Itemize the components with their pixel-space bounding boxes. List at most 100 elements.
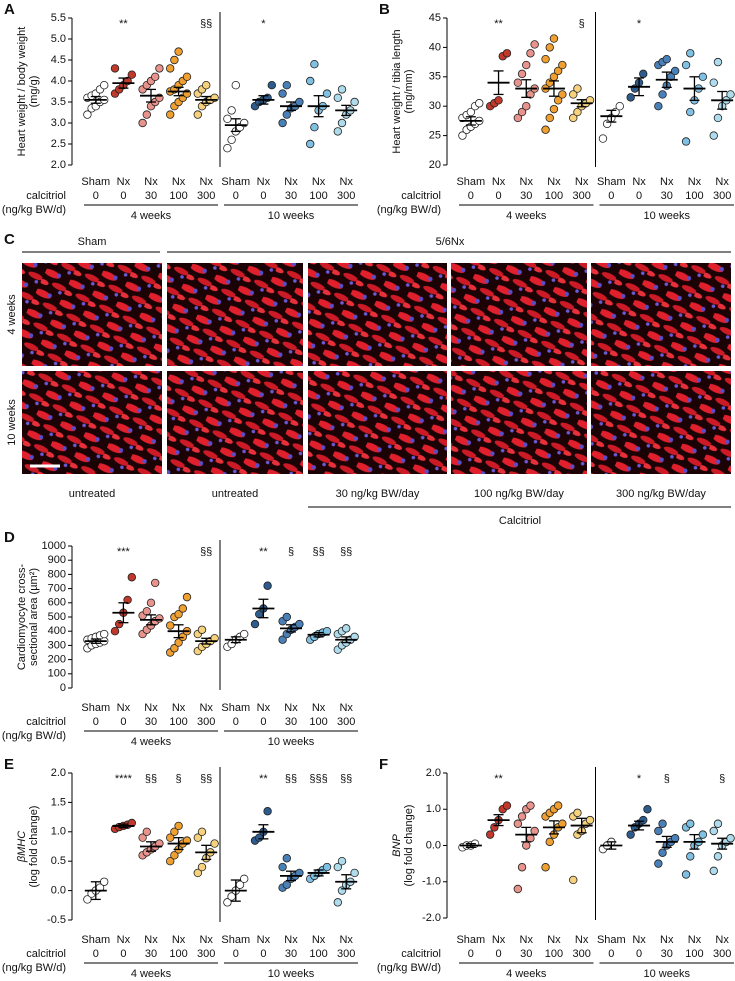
error-bar [286,870,296,882]
panel-letter: B [379,1,390,18]
significance: § [579,18,585,30]
x-tick-label: Sham [456,934,485,946]
error-bar [689,833,700,850]
data-point [197,625,207,634]
x-tick-label: Nx [144,702,158,714]
y-tick-label: 0.0 [426,839,441,851]
data-point [99,80,109,90]
panel-letter: E [4,756,14,773]
dose-label: 100 [169,190,187,202]
data-point [223,898,232,907]
y-tick-label: 5.5 [51,12,66,24]
y-tick-label: 300 [48,639,66,651]
error-bar [548,80,559,97]
x-tick-label: Nx [339,934,353,946]
data-point [615,101,624,111]
error-bar [493,70,504,96]
y-tick-label: 800 [48,568,66,580]
dose-label: 0 [93,190,99,202]
x-tick-label: Nx [312,702,326,714]
x-tick-label: Nx [117,934,131,946]
significance: * [261,18,266,30]
x-tick-label: Sham [81,702,110,714]
data-point [458,131,467,140]
data-point [142,607,151,616]
data-point [239,629,249,639]
dose-label: 300 [197,948,215,960]
x-tick-label: Nx [144,176,158,188]
data-point [494,96,503,105]
data-point [231,80,240,90]
dose-label: 0 [468,190,474,202]
week-label: 10 weeks [268,210,315,222]
error-bar [717,90,728,110]
x-tick-label: Sham [81,934,110,946]
x-tick-label: Nx [575,176,589,188]
error-bar [521,79,532,99]
data-point [726,834,735,843]
error-bar [576,817,587,834]
x-tick-label: Nx [312,934,326,946]
y-tick-label: 20 [429,159,441,171]
data-point [490,823,499,832]
significance: §§ [145,773,157,785]
data-point [193,868,202,878]
data-point [127,573,136,582]
data-point [526,801,535,810]
dose-label: 30 [285,948,297,960]
significance: §§ [340,773,352,785]
data-point [337,85,347,94]
dose-label: 30 [520,948,532,960]
error-bar [548,820,559,835]
data-point [278,635,287,644]
micrograph-image [167,263,303,366]
data-point [110,627,120,636]
data-point [83,110,92,119]
y-tick-label: 30 [429,100,441,112]
data-point [142,110,151,119]
data-point [165,857,175,866]
dose-label: 0 [468,948,474,960]
data-point [333,862,342,872]
dose-label: 300 [197,716,215,728]
dose-label: 100 [169,716,187,728]
y-tick-label: 2.0 [51,159,66,171]
x-tick-label: Nx [257,702,271,714]
data-point [670,834,680,843]
y-tick-label: 4.0 [51,75,66,87]
data-point [475,99,484,108]
x-tick-label: Sham [456,176,485,188]
error-bar [661,71,672,89]
data-point [530,826,539,836]
error-bar [634,77,645,97]
data-point [541,125,550,134]
significance: ** [259,546,268,558]
y-tick-label: 0.0 [51,885,66,897]
data-point [227,135,236,144]
data-point [654,859,663,868]
x-tick-label: Nx [257,176,271,188]
dose-label: 100 [309,716,327,728]
data-point [197,827,207,836]
error-bar [90,95,101,104]
row-label: calcitriol [401,190,441,202]
micrograph-image [451,371,587,474]
data-point [709,826,718,836]
x-tick-label: Nx [520,176,534,188]
data-point [165,110,175,119]
data-point [573,84,582,93]
error-bar [146,614,156,626]
y-tick-label: 35 [429,71,441,83]
data-point [333,127,342,136]
dose-label: 0 [233,948,239,960]
data-point [350,97,359,107]
significance: ** [119,18,128,30]
data-point [310,122,319,132]
column-label: 100 ng/kg BW/day [474,488,564,500]
significance: ** [494,18,503,30]
data-point [522,841,531,850]
y-axis-label: sectional area (µm²) [28,568,40,666]
data-point [197,862,207,872]
x-tick-label: Nx [688,934,702,946]
error-bar [258,598,269,619]
